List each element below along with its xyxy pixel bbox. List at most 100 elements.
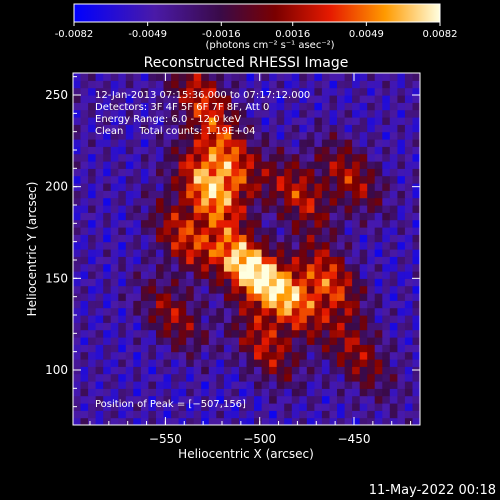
heatmap-cell bbox=[276, 241, 285, 250]
heatmap-cell bbox=[118, 263, 127, 272]
heatmap-cell bbox=[261, 219, 270, 228]
heatmap-cell bbox=[269, 227, 278, 235]
heatmap-cell bbox=[118, 359, 127, 367]
heatmap-cell bbox=[73, 109, 82, 118]
heatmap-cell bbox=[223, 153, 232, 162]
heatmap-cell bbox=[239, 315, 248, 323]
heatmap-cell bbox=[178, 219, 187, 228]
heatmap-cell bbox=[73, 417, 82, 425]
heatmap-cell bbox=[193, 249, 202, 257]
heatmap-cell bbox=[193, 241, 202, 250]
heatmap-cell bbox=[178, 410, 187, 419]
heatmap-cell bbox=[389, 256, 398, 265]
heatmap-cell bbox=[412, 95, 420, 103]
heatmap-cell bbox=[80, 285, 89, 294]
heatmap-cell bbox=[329, 410, 338, 419]
heatmap-cell bbox=[171, 278, 180, 287]
heatmap-cell bbox=[261, 263, 270, 272]
heatmap-cell bbox=[254, 249, 263, 257]
heatmap-cell bbox=[246, 241, 255, 250]
heatmap-cell bbox=[329, 175, 338, 184]
heatmap-cell bbox=[239, 80, 248, 89]
heatmap-cell bbox=[118, 197, 127, 206]
heatmap-cell bbox=[216, 227, 225, 235]
heatmap-cell bbox=[231, 234, 240, 243]
heatmap-cell bbox=[246, 117, 255, 125]
heatmap-cell bbox=[261, 212, 270, 221]
heatmap-cell bbox=[80, 205, 89, 213]
heatmap-cell bbox=[73, 153, 82, 162]
heatmap-cell bbox=[133, 139, 142, 147]
heatmap-cell bbox=[208, 373, 217, 382]
heatmap-cell bbox=[133, 329, 142, 338]
heatmap-cell bbox=[382, 373, 391, 382]
heatmap-cell bbox=[306, 219, 315, 228]
heatmap-cell bbox=[186, 146, 195, 155]
heatmap-cell bbox=[269, 73, 278, 81]
heatmap-cell bbox=[269, 109, 278, 118]
heatmap-cell bbox=[276, 271, 285, 279]
heatmap-cell bbox=[397, 168, 406, 177]
y-tick-label: 200 bbox=[45, 180, 68, 194]
heatmap-cell bbox=[352, 381, 361, 389]
heatmap-cell bbox=[344, 278, 353, 287]
heatmap-cell bbox=[73, 212, 82, 221]
heatmap-cell bbox=[412, 395, 420, 404]
heatmap-cell bbox=[261, 351, 270, 360]
heatmap-cell bbox=[95, 146, 104, 155]
heatmap-cell bbox=[216, 271, 225, 279]
heatmap-cell bbox=[95, 227, 104, 235]
heatmap-cell bbox=[404, 102, 413, 111]
heatmap-cell bbox=[148, 271, 157, 279]
heatmap-cell bbox=[246, 102, 255, 111]
heatmap-cell bbox=[178, 183, 187, 191]
heatmap-cell bbox=[80, 271, 89, 279]
heatmap-cell bbox=[306, 403, 315, 411]
heatmap-cell bbox=[306, 139, 315, 147]
heatmap-cell bbox=[269, 175, 278, 184]
heatmap-cell bbox=[80, 131, 89, 140]
heatmap-cell bbox=[299, 139, 308, 147]
heatmap-cell bbox=[329, 307, 338, 316]
heatmap-cell bbox=[291, 234, 300, 243]
heatmap-cell bbox=[239, 417, 248, 425]
heatmap-cell bbox=[291, 87, 300, 96]
heatmap-cell bbox=[284, 175, 293, 184]
heatmap-cell bbox=[254, 256, 263, 265]
heatmap-cell bbox=[148, 315, 157, 323]
heatmap-cell bbox=[156, 271, 165, 279]
heatmap-cell bbox=[261, 381, 270, 389]
heatmap-cell bbox=[397, 161, 406, 169]
heatmap-cell bbox=[118, 183, 127, 191]
heatmap-cell bbox=[125, 168, 134, 177]
heatmap-cell bbox=[314, 219, 323, 228]
heatmap-cell bbox=[110, 234, 119, 243]
heatmap-cell bbox=[306, 381, 315, 389]
heatmap-cell bbox=[208, 109, 217, 118]
heatmap-cell bbox=[118, 329, 127, 338]
heatmap-cell bbox=[95, 263, 104, 272]
heatmap-cell bbox=[314, 359, 323, 367]
heatmap-cell bbox=[306, 161, 315, 169]
heatmap-cell bbox=[299, 410, 308, 419]
heatmap-cell bbox=[404, 278, 413, 287]
heatmap-cell bbox=[404, 146, 413, 155]
heatmap-cell bbox=[352, 139, 361, 147]
heatmap-cell bbox=[352, 234, 361, 243]
heatmap-cell bbox=[352, 161, 361, 169]
heatmap-cell bbox=[367, 344, 376, 353]
heatmap-cell bbox=[193, 117, 202, 125]
heatmap-cell bbox=[389, 205, 398, 213]
heatmap-cell bbox=[337, 322, 346, 331]
heatmap-cell bbox=[389, 278, 398, 287]
heatmap-cell bbox=[382, 307, 391, 316]
heatmap-cell bbox=[299, 102, 308, 111]
heatmap-cell bbox=[261, 388, 270, 397]
heatmap-cell bbox=[231, 197, 240, 206]
heatmap-cell bbox=[80, 102, 89, 111]
heatmap-cell bbox=[412, 285, 420, 294]
heatmap-cell bbox=[133, 278, 142, 287]
heatmap-cell bbox=[412, 117, 420, 125]
heatmap-cell bbox=[103, 395, 112, 404]
heatmap-cell bbox=[163, 366, 172, 375]
